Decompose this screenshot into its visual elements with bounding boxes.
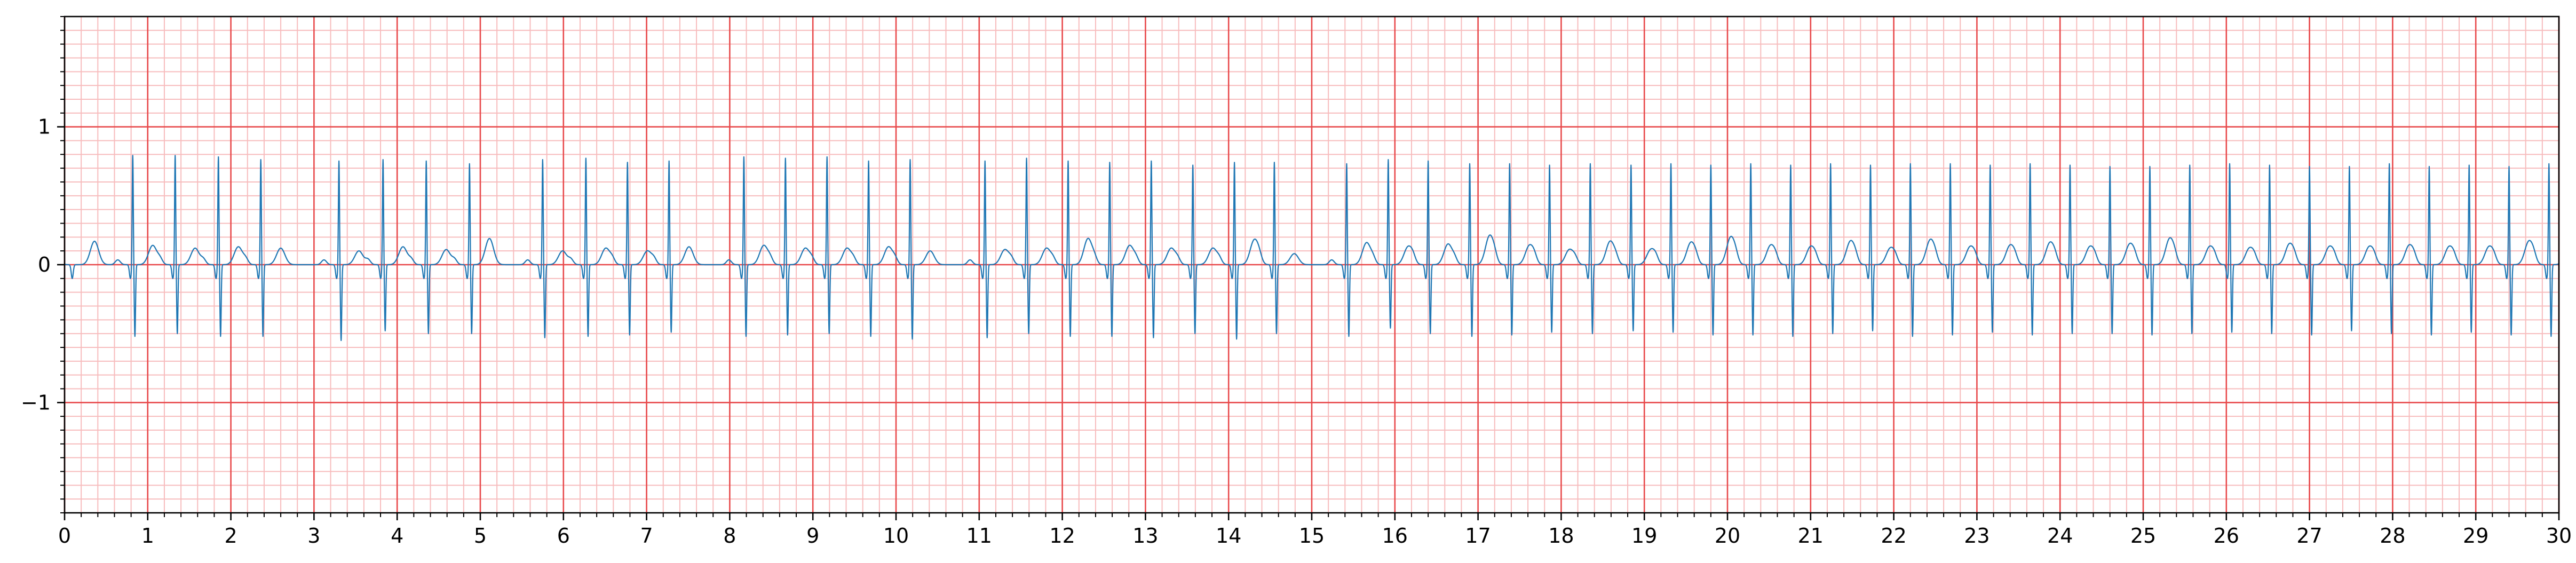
- x-tick-label: 21: [1798, 524, 1824, 548]
- plot-area: [64, 15, 2560, 514]
- x-tick-label: 23: [1964, 524, 1990, 548]
- x-tick-label: 16: [1382, 524, 1408, 548]
- x-tick-label: 17: [1465, 524, 1491, 548]
- x-tick-label: 12: [1049, 524, 1075, 548]
- x-tick-label: 24: [2047, 524, 2073, 548]
- x-tick-label: 25: [2130, 524, 2156, 548]
- y-tick-label: 0: [38, 253, 51, 276]
- x-tick-label: 30: [2546, 524, 2572, 548]
- trace-layer: [64, 155, 2559, 342]
- y-tick-label: 1: [38, 115, 51, 139]
- x-tick-label: 5: [474, 524, 487, 548]
- ecg-trace-line: [64, 155, 2559, 342]
- x-tick-label: 14: [1216, 524, 1241, 548]
- x-tick-label: 20: [1715, 524, 1740, 548]
- x-tick-label: 9: [806, 524, 819, 548]
- x-tick-label: 0: [58, 524, 71, 548]
- x-tick-label: 8: [723, 524, 736, 548]
- x-tick-label: 28: [2380, 524, 2405, 548]
- x-tick-label: 22: [1881, 524, 1906, 548]
- x-tick-label: 3: [307, 524, 320, 548]
- x-tick-label: 11: [966, 524, 992, 548]
- y-tick-label: −1: [21, 391, 51, 414]
- x-tick-label: 4: [391, 524, 403, 548]
- y-axis: 1 0 −1: [21, 16, 65, 513]
- x-tick-label: 18: [1548, 524, 1574, 548]
- x-axis: 0 1 2 3 4 5 6 7 8 9 10 11 12 13 14 15 16 17 18 19 20 21 22 23 24…: [58, 513, 2572, 548]
- x-tick-label: 6: [557, 524, 570, 548]
- x-tick-label: 10: [883, 524, 909, 548]
- x-tick-label: 2: [225, 524, 237, 548]
- x-tick-label: 26: [2214, 524, 2239, 548]
- x-tick-label: 1: [141, 524, 154, 548]
- x-tick-label: 19: [1631, 524, 1657, 548]
- x-tick-label: 29: [2463, 524, 2488, 548]
- x-tick-label: 7: [640, 524, 653, 548]
- x-tick-label: 27: [2296, 524, 2322, 548]
- x-tick-label: 13: [1132, 524, 1158, 548]
- x-tick-label: 15: [1299, 524, 1325, 548]
